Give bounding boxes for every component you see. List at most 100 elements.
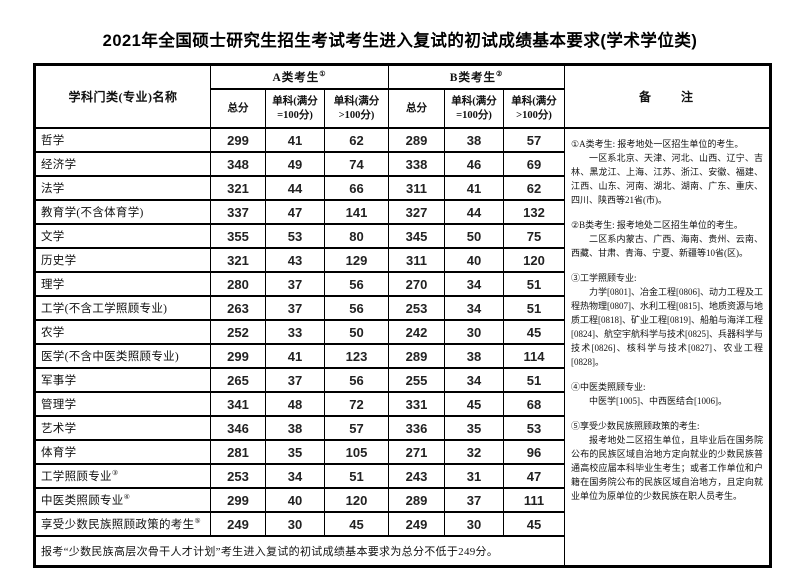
table-row: 享受少数民族照顾政策的考生⑤ 249 30 45 249 30 45 xyxy=(34,511,771,537)
note-paragraph: 中医学[1005]、中西医结合[1006]。 xyxy=(589,396,728,406)
score-value: 38 xyxy=(444,127,505,153)
score-value: 105 xyxy=(323,439,390,465)
score-value: 265 xyxy=(210,367,266,393)
score-value: 56 xyxy=(323,271,390,297)
header-a-total: 总分 xyxy=(210,88,266,129)
score-value: 62 xyxy=(503,175,566,201)
score-value: 50 xyxy=(323,319,390,345)
score-value: 46 xyxy=(444,151,505,177)
table-row: 理学 280 37 56 270 34 51 xyxy=(34,271,771,297)
score-value: 45 xyxy=(444,391,505,417)
score-value: 38 xyxy=(265,415,325,441)
table-row: 历史学 321 43 129 311 40 120 xyxy=(34,247,771,273)
score-value: 263 xyxy=(210,295,266,321)
score-value: 80 xyxy=(323,223,390,249)
score-value: 45 xyxy=(503,319,566,345)
score-value: 47 xyxy=(265,199,325,225)
score-value: 289 xyxy=(388,127,446,153)
subject-name: 法学 xyxy=(34,175,211,201)
score-value: 44 xyxy=(444,199,505,225)
score-table: 学科门类(专业)名称 A类考生① B类考生② 备 注 总分 单科(满分 =100… xyxy=(33,63,773,568)
subject-name: 教育学(不含体育学) xyxy=(34,199,211,225)
notes-cell: ①A类考生: 报考地处一区招生单位的考生。 一区系北京、天津、河北、山西、辽宁、吉… xyxy=(564,127,772,568)
note-paragraph: ⑤享受少数民族照顾政策的考生: xyxy=(571,421,700,431)
score-value: 327 xyxy=(388,199,446,225)
score-value: 33 xyxy=(265,319,325,345)
subject-name: 医学(不含中医类照顾专业) xyxy=(34,343,211,369)
score-value: 41 xyxy=(444,175,505,201)
note-paragraph: ①A类考生: 报考地处一区招生单位的考生。 xyxy=(571,139,744,149)
table-footnote: 报考“少数民族高层次骨干人才计划”考生进入复试的初试成绩基本要求为总分不低于24… xyxy=(33,535,566,568)
score-value: 72 xyxy=(323,391,390,417)
subject-name: 工学照顾专业③ xyxy=(34,463,211,489)
score-value: 299 xyxy=(210,127,266,153)
score-value: 68 xyxy=(503,391,566,417)
score-value: 30 xyxy=(444,511,505,537)
table-row: 文学 355 53 80 345 50 75 xyxy=(34,223,771,249)
score-value: 311 xyxy=(388,247,446,273)
score-value: 321 xyxy=(210,175,266,201)
score-value: 120 xyxy=(503,247,566,273)
score-value: 51 xyxy=(503,367,566,393)
score-value: 41 xyxy=(265,343,325,369)
score-value: 75 xyxy=(503,223,566,249)
score-value: 49 xyxy=(265,151,325,177)
subject-name: 经济学 xyxy=(34,151,211,177)
score-value: 289 xyxy=(388,487,446,513)
score-value: 331 xyxy=(388,391,446,417)
header-group-b-label: B类考生 xyxy=(449,72,496,84)
score-value: 271 xyxy=(388,439,446,465)
score-value: 34 xyxy=(444,295,505,321)
header-subject-category: 学科门类(专业)名称 xyxy=(34,63,211,129)
note-paragraph: ④中医类照顾专业: xyxy=(571,382,646,392)
subject-name: 中医类照顾专业④ xyxy=(34,487,211,513)
score-value: 37 xyxy=(265,367,325,393)
table-row: 工学照顾专业③ 253 34 51 243 31 47 xyxy=(34,463,771,489)
score-value: 355 xyxy=(210,223,266,249)
note-paragraph: ②B类考生: 报考地处二区招生单位的考生。 xyxy=(571,220,743,230)
score-value: 45 xyxy=(503,511,566,537)
score-value: 74 xyxy=(323,151,390,177)
subject-name: 艺术学 xyxy=(34,415,211,441)
note-paragraph: 二区系内蒙古、广西、海南、贵州、云南、西藏、甘肃、青海、宁夏、新疆等10省(区)… xyxy=(571,234,764,258)
score-value: 346 xyxy=(210,415,266,441)
subject-name: 文学 xyxy=(34,223,211,249)
table-row: 中医类照顾专业④ 299 40 120 289 37 111 xyxy=(34,487,771,513)
header-a-single-100: 单科(满分 =100分) xyxy=(265,88,325,129)
score-value: 289 xyxy=(388,343,446,369)
score-value: 66 xyxy=(323,175,390,201)
score-value: 96 xyxy=(503,439,566,465)
score-value: 111 xyxy=(503,487,566,513)
score-value: 30 xyxy=(444,319,505,345)
score-value: 48 xyxy=(265,391,325,417)
score-value: 34 xyxy=(265,463,325,489)
score-value: 255 xyxy=(388,367,446,393)
subject-name: 农学 xyxy=(34,319,211,345)
score-value: 34 xyxy=(444,367,505,393)
header-group-a-footmark: ① xyxy=(319,70,327,79)
score-value: 40 xyxy=(444,247,505,273)
score-value: 311 xyxy=(388,175,446,201)
score-value: 253 xyxy=(210,463,266,489)
score-value: 299 xyxy=(210,343,266,369)
score-value: 37 xyxy=(265,271,325,297)
table-row: 工学(不含工学照顾专业) 263 37 56 253 34 51 xyxy=(34,295,771,321)
header-group-a-label: A类考生 xyxy=(272,72,320,84)
score-table-body: 哲学 299 41 62 289 38 57 ①A类考生: 报考地处一区招生单位的考生。 一区系… xyxy=(33,127,772,568)
score-value: 34 xyxy=(444,271,505,297)
score-value: 41 xyxy=(265,127,325,153)
score-value: 56 xyxy=(323,367,390,393)
header-group-b: B类考生② xyxy=(388,63,566,90)
score-value: 45 xyxy=(323,511,390,537)
score-value: 47 xyxy=(503,463,566,489)
subject-name: 历史学 xyxy=(34,247,211,273)
subject-footmark: ③ xyxy=(111,469,119,478)
score-value: 281 xyxy=(210,439,266,465)
header-notes: 备 注 xyxy=(564,63,772,129)
score-value: 32 xyxy=(444,439,505,465)
header-group-b-footmark: ② xyxy=(495,70,504,79)
score-value: 120 xyxy=(323,487,390,513)
header-b-total: 总分 xyxy=(388,88,446,129)
score-value: 30 xyxy=(265,511,325,537)
note-paragraph: 报考地处二区招生单位，且毕业后在国务院公布的民族区域自治地方定向就业的少数民族普… xyxy=(571,435,764,501)
